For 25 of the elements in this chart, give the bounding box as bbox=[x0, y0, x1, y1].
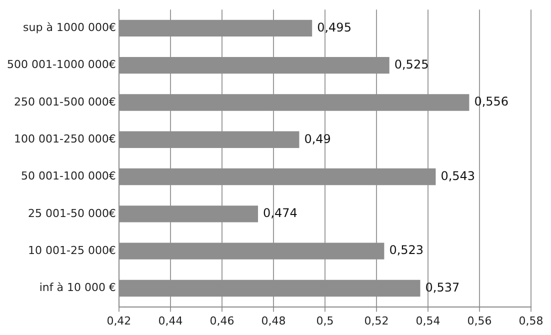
data-label: 0,543 bbox=[440, 168, 476, 183]
y-tick-label: 250 001-500 000€ bbox=[14, 95, 116, 108]
y-tick-label: 500 001-1000 000€ bbox=[6, 58, 116, 72]
x-tick-label: 0,54 bbox=[416, 314, 440, 328]
y-tick-label: 100 001-250 000€ bbox=[14, 132, 116, 146]
data-label: 0,474 bbox=[263, 206, 298, 220]
x-tick-label: 0,58 bbox=[518, 314, 544, 328]
y-tick-label: inf à 10 000 € bbox=[39, 281, 116, 294]
y-tick-label: sup à 1000 000€ bbox=[23, 21, 116, 34]
x-tick-label: 0,52 bbox=[364, 314, 389, 328]
data-label: 0,537 bbox=[425, 280, 460, 294]
x-tick-label: 0,44 bbox=[158, 314, 183, 328]
x-tick-label: 0,56 bbox=[467, 314, 492, 328]
data-label: 0,556 bbox=[474, 94, 509, 109]
x-tick-label: 0,48 bbox=[261, 314, 286, 328]
y-tick-label: 25 001-50 000€ bbox=[28, 206, 116, 220]
y-tick-label: 10 001-25 000€ bbox=[28, 244, 116, 257]
data-label: 0,49 bbox=[304, 132, 331, 146]
data-label: 0,525 bbox=[394, 57, 429, 72]
x-tick-label: 0,46 bbox=[210, 314, 234, 328]
data-label: 0,495 bbox=[317, 20, 352, 34]
x-tick-label: 0,5 bbox=[316, 314, 334, 328]
y-tick-label: 50 001-100 000€ bbox=[20, 170, 116, 183]
data-label: 0,523 bbox=[389, 243, 424, 258]
x-tick-label: 0,42 bbox=[106, 314, 132, 328]
